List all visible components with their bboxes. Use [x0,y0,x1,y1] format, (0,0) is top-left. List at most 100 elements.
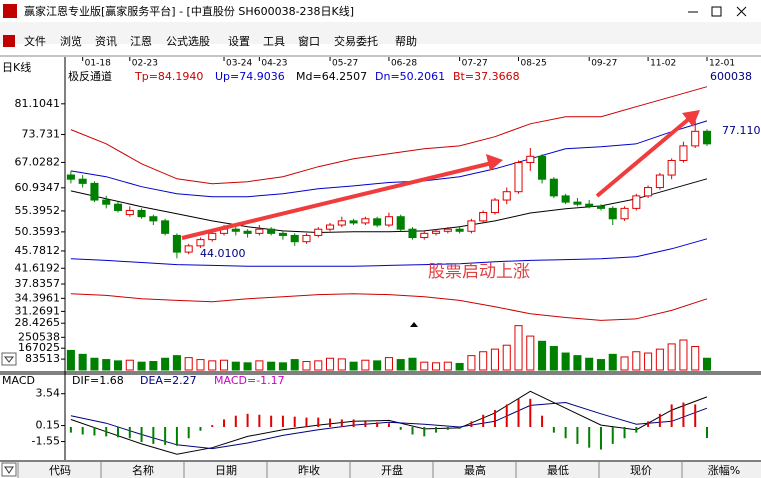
menu-item[interactable]: 文件 [24,34,46,48]
column-header[interactable]: 日期 [215,464,237,477]
candle-body [137,209,146,218]
volume-bar [290,359,299,371]
app-icon [3,4,17,18]
column-header[interactable]: 名称 [132,463,154,477]
volume-bar [467,355,476,371]
volume-bar [137,361,146,371]
close-button[interactable] [736,6,747,17]
volume-bar [102,359,111,371]
candle-body [596,205,606,209]
panel-title: MACD [2,374,35,387]
candle-body [467,220,476,232]
period-label: 日K线 [2,60,31,74]
collapse-button[interactable] [1,462,17,477]
y-tick-label: 83513 [25,352,60,365]
volume-bar [326,357,335,371]
volume-bar [278,362,287,371]
volume-bar [337,358,346,371]
collapse-button[interactable] [1,352,17,366]
title-bar [0,0,761,22]
annotation: 股票启动上涨 [428,262,530,282]
volume-bar [361,359,370,371]
volume-bar [184,357,193,371]
x-tick-label: 06-28 [391,59,417,69]
column-header[interactable]: 昨收 [298,463,320,477]
volume-bar [490,348,499,371]
candle-body [479,212,488,222]
macd-line [70,390,708,455]
volume-bar [161,357,170,371]
volume-bar [408,357,417,371]
collapse-icon [3,356,15,363]
x-tick-label: 02-23 [132,59,158,69]
arrow-head [682,110,700,127]
y-tick-label: 37.8357 [15,277,61,290]
volume-bar [90,357,99,371]
volume-bar [608,353,617,371]
menu-icon [3,35,15,47]
candle-body [514,162,523,193]
candle-body [667,159,676,176]
candle-body [644,187,653,197]
candle-body [490,199,499,214]
candle-body [432,230,441,234]
candle-body [691,130,700,147]
candle-body [78,178,87,184]
volume-bar [78,353,87,371]
column-header[interactable]: 代码 [49,464,71,477]
candle-body [267,228,276,234]
legend-entry: DIF=1.68 [72,374,124,387]
candle-body [455,228,464,232]
candle-body [702,130,712,145]
column-header[interactable]: 涨幅% [708,464,740,477]
candle-body [125,209,134,216]
legend-entry: Up=74.9036 [215,70,285,83]
column-header[interactable]: 开盘 [381,463,403,477]
legend-entry: Bt=37.3668 [453,70,520,83]
menu-item[interactable]: 公式选股 [166,35,210,48]
menu-item[interactable]: 窗口 [298,34,320,48]
legend-entry: Tp=84.1940 [134,70,203,83]
arrows [181,110,700,240]
volume-bar [691,346,700,371]
volume-bar [149,361,158,371]
candle-body [326,224,335,230]
candle-body [443,228,452,232]
candle-body [90,182,99,201]
volume-bar [502,344,511,371]
legend-entry: MACD=-1.17 [214,374,285,387]
candle-body [314,228,323,236]
y-tick-label: 0.15 [36,419,61,432]
y-tick-label: 81.1041 [15,97,61,110]
trend-arrow [181,161,493,240]
menu-item[interactable]: 浏览 [60,34,82,48]
menu-item[interactable]: 设置 [228,35,250,48]
candle-body [208,232,217,241]
volume-bar [655,348,664,371]
band-line [70,293,708,321]
menu-item[interactable]: 工具 [263,35,285,48]
y-tick-label: 55.3952 [15,204,61,217]
maximize-button[interactable] [711,6,722,17]
menu-item[interactable]: 资讯 [95,35,117,48]
menu-item[interactable]: 帮助 [395,34,417,48]
column-header[interactable]: 现价 [630,464,652,477]
candle-body [526,155,535,164]
window-title: 赢家江恩专业版[赢家服务平台] - [中直股份 SH600038-238日K线] [24,4,354,18]
candle-body [561,195,570,203]
volume-bar [396,359,405,371]
stock-code: 600038 [710,70,752,83]
legend-entry: Dn=50.2061 [375,70,445,83]
x-tick-label: 04-23 [261,59,287,69]
volume-bar [561,352,570,371]
candle-body [149,216,158,222]
y-tick-label: 45.7812 [15,244,61,257]
volume-bar [125,359,134,371]
volume-bar [573,355,582,371]
band-line [70,120,708,198]
menu-item[interactable]: 江恩 [130,35,152,48]
menu-item[interactable]: 交易委托 [334,34,378,48]
column-header[interactable]: 最低 [547,464,569,477]
column-header[interactable]: 最高 [464,463,486,477]
y-tick-label: -1.55 [32,435,60,448]
